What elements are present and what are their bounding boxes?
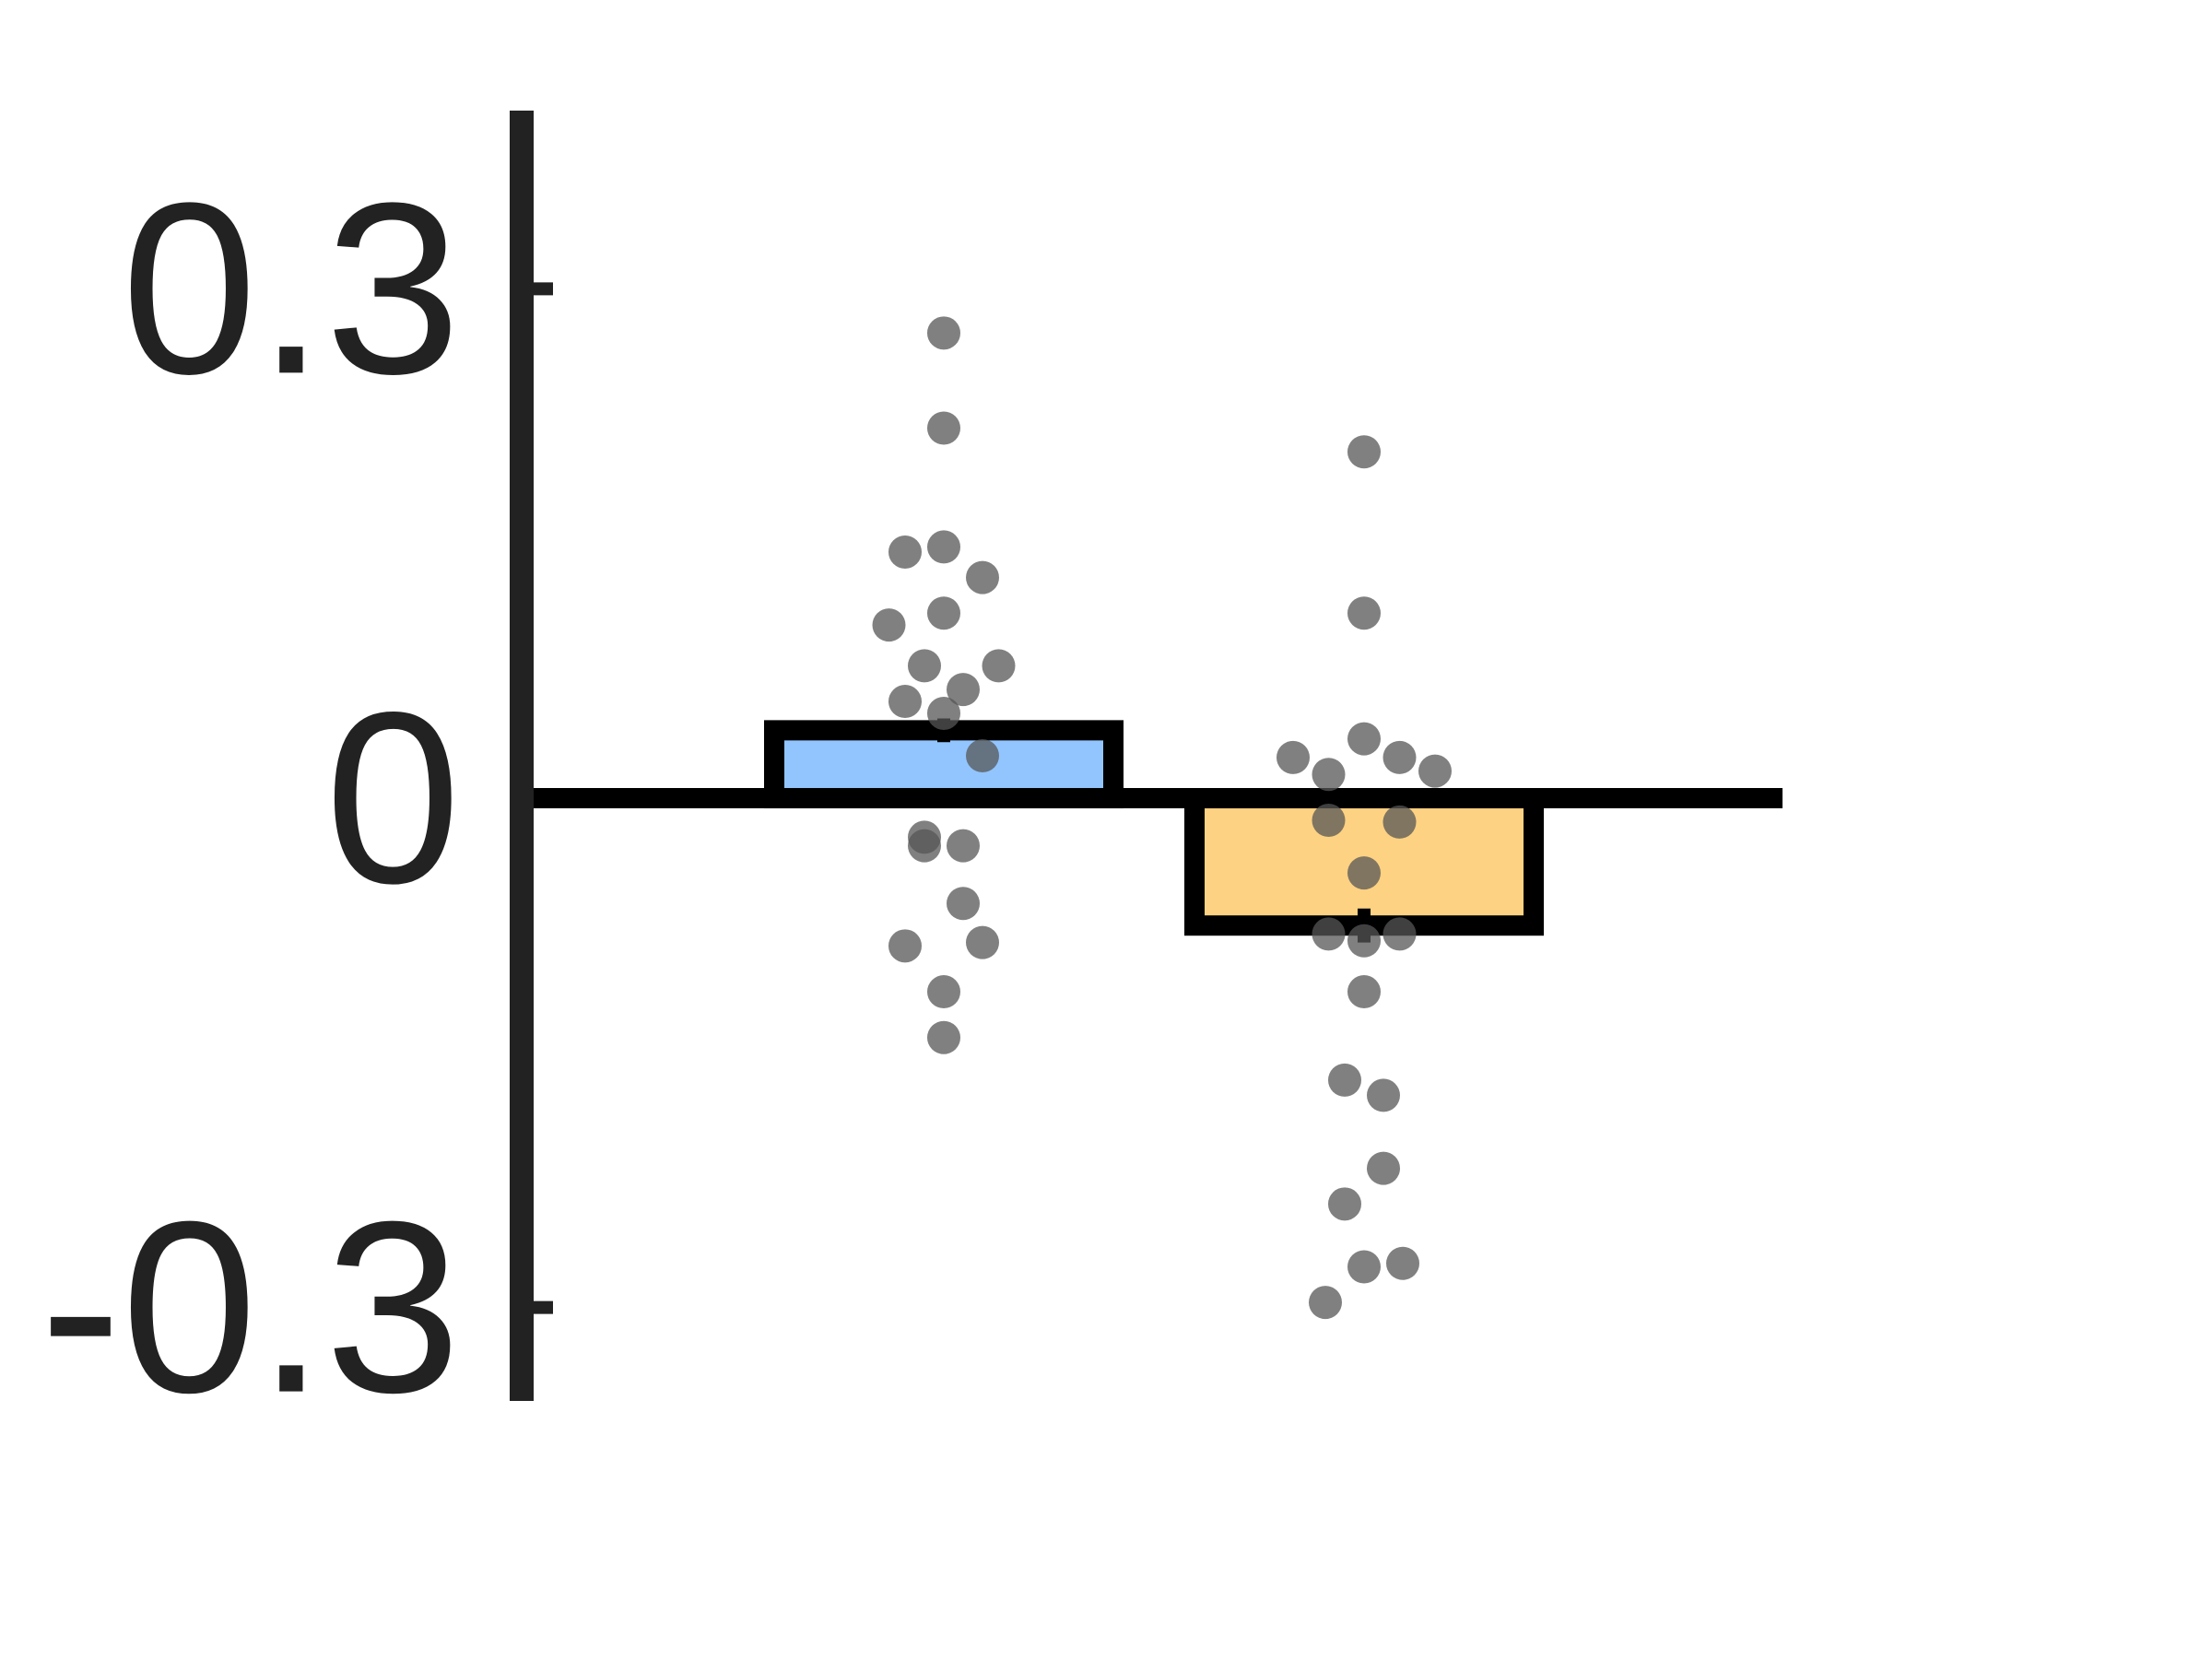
data-point bbox=[1312, 917, 1346, 951]
y-axis bbox=[510, 111, 553, 1401]
data-point bbox=[1312, 804, 1346, 837]
y-tick-label: 0 bbox=[325, 662, 461, 935]
data-point bbox=[1386, 1246, 1419, 1280]
data-point bbox=[927, 596, 960, 630]
data-point bbox=[927, 530, 960, 564]
data-point bbox=[888, 929, 922, 963]
data-point bbox=[1309, 1286, 1342, 1320]
data-point bbox=[1347, 1250, 1381, 1284]
bars bbox=[764, 720, 1544, 936]
data-point bbox=[1382, 917, 1417, 951]
data-point bbox=[1367, 1078, 1400, 1112]
data-point bbox=[966, 560, 999, 594]
y-tick-labels: 0.3 0 -0.3 bbox=[40, 152, 461, 1443]
data-point bbox=[927, 975, 960, 1009]
data-point bbox=[1328, 1063, 1361, 1097]
data-point bbox=[947, 829, 980, 863]
data-point bbox=[927, 411, 960, 445]
data-point bbox=[1382, 805, 1417, 839]
data-point bbox=[947, 887, 980, 921]
data-point bbox=[966, 739, 999, 772]
data-point bbox=[888, 535, 922, 569]
data-point bbox=[888, 685, 922, 719]
data-point bbox=[927, 1020, 960, 1054]
data-point bbox=[1347, 435, 1381, 469]
data-point bbox=[1347, 924, 1381, 958]
data-point bbox=[1328, 1187, 1361, 1221]
data-point bbox=[1367, 1151, 1400, 1185]
data-point bbox=[1418, 754, 1452, 788]
data-point bbox=[1347, 722, 1381, 756]
data-points bbox=[872, 316, 1452, 1320]
data-point bbox=[927, 696, 960, 730]
data-point bbox=[1382, 740, 1417, 774]
data-point bbox=[966, 925, 999, 959]
data-point bbox=[1347, 975, 1381, 1009]
data-point bbox=[1347, 856, 1381, 890]
data-point bbox=[908, 829, 941, 863]
data-point bbox=[1347, 596, 1381, 630]
data-point bbox=[1277, 740, 1310, 774]
data-point bbox=[927, 316, 960, 350]
data-point bbox=[982, 649, 1016, 683]
data-point bbox=[872, 608, 906, 642]
data-point bbox=[1312, 758, 1346, 792]
y-tick-label: 0.3 bbox=[122, 152, 461, 425]
y-tick-label: -0.3 bbox=[40, 1171, 461, 1444]
data-point bbox=[908, 649, 941, 683]
data-point bbox=[947, 673, 980, 707]
